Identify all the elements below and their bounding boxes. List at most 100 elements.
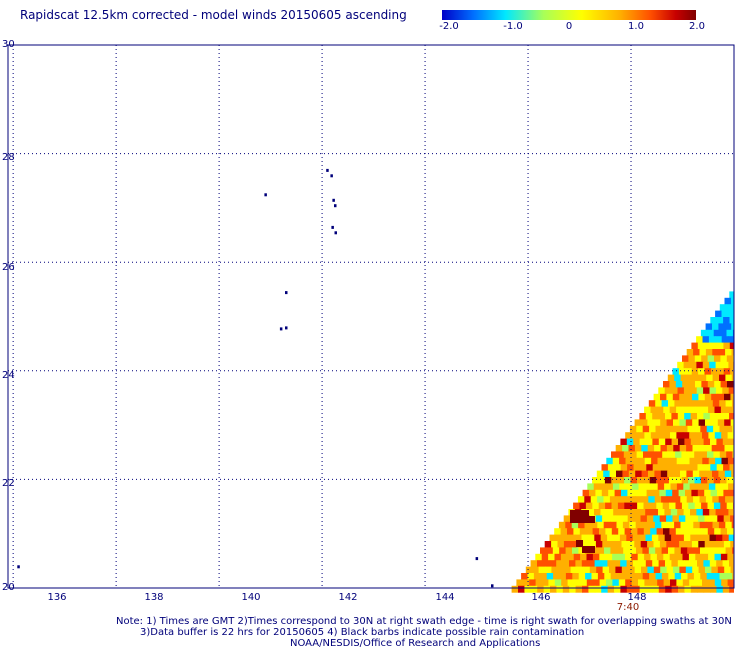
swath-cell <box>712 521 720 529</box>
swath-cell <box>726 477 734 484</box>
swath-cell <box>578 547 586 555</box>
swath-cell <box>633 464 641 472</box>
swath-cell <box>682 406 690 414</box>
swath-cell <box>620 438 628 446</box>
swath-cell <box>555 534 563 542</box>
swath-cell <box>673 445 681 452</box>
swath-cell <box>732 451 734 459</box>
swath-cell <box>521 573 528 580</box>
swath-cell <box>676 579 684 587</box>
swath-cell <box>732 477 734 484</box>
swath-cell <box>656 528 664 536</box>
map-frame <box>7 44 735 589</box>
swath-cell <box>697 413 704 420</box>
swath-cell <box>731 521 734 529</box>
swath-cell <box>660 566 668 574</box>
swath-cell <box>703 387 710 395</box>
swath-cell <box>549 534 557 542</box>
swath-cell <box>639 534 646 542</box>
swath-cell <box>710 585 717 593</box>
swath-cell <box>664 509 672 516</box>
swath-cell <box>643 477 651 484</box>
swath-cell <box>633 438 641 446</box>
swath-cell <box>664 387 672 395</box>
swath-cell <box>696 361 704 369</box>
swath-cell <box>635 470 643 478</box>
swath-cell <box>657 432 665 440</box>
swath-cell <box>661 573 669 580</box>
swath-cell <box>708 432 716 440</box>
swath-cell <box>639 438 647 446</box>
swath-cell <box>586 528 594 536</box>
swath-cell <box>619 509 627 516</box>
swath-cell <box>623 573 631 580</box>
swath-cell <box>632 509 640 516</box>
swath-cell <box>640 489 648 497</box>
swath-cell <box>562 534 570 542</box>
swath-cell <box>542 579 549 587</box>
swath-cell <box>599 579 607 587</box>
swath-cell <box>685 566 693 574</box>
swath-cell <box>660 419 668 427</box>
swath-cell <box>640 515 648 523</box>
swath-cell <box>684 438 692 446</box>
swath-cell <box>638 432 645 440</box>
swath-cell <box>600 509 608 516</box>
swath-cell <box>587 483 595 491</box>
lat-tick-20: 20 <box>2 582 15 593</box>
swath-cell <box>720 502 728 510</box>
swath-cell <box>543 560 551 568</box>
swath-cell <box>605 528 613 536</box>
swath-cell <box>649 451 657 459</box>
swath-cell <box>668 451 676 459</box>
swath-cell <box>680 547 688 555</box>
swath-cell <box>576 516 583 523</box>
island <box>285 291 288 295</box>
swath-cell <box>615 566 623 574</box>
swath-cell <box>705 323 713 331</box>
swath-cell <box>689 579 697 587</box>
swath-cell <box>643 528 651 536</box>
swath-cell <box>714 406 722 414</box>
swath-cell <box>710 317 718 324</box>
map-title: Rapidscat 12.5km corrected - model winds… <box>20 8 407 22</box>
swath-cell <box>712 374 720 382</box>
swath-cell <box>690 534 698 542</box>
swath-cell <box>636 425 644 433</box>
swath-cell <box>646 464 654 472</box>
swath-cell <box>703 464 711 472</box>
swath-cell <box>654 496 662 504</box>
swath-cell <box>713 502 721 510</box>
swath-cell <box>666 541 674 548</box>
swath-cell <box>715 387 723 395</box>
swath-cell <box>705 419 712 427</box>
swath-cell <box>516 579 524 587</box>
swath-cell <box>663 528 670 536</box>
swath-cell <box>658 438 666 446</box>
swath-cell <box>698 368 705 376</box>
swath-cell <box>713 477 721 484</box>
swath-cell <box>704 342 712 350</box>
swath-cell <box>639 464 647 472</box>
swath-cell <box>651 534 659 542</box>
swath-cell <box>701 355 709 363</box>
swath-cell <box>710 438 717 446</box>
swath-cell <box>651 483 659 491</box>
swath-cell <box>718 349 726 356</box>
swath-cell <box>594 534 602 542</box>
swath-cell <box>598 477 606 484</box>
swath-cell <box>668 400 675 408</box>
swath-cell <box>577 566 584 574</box>
swath-cell <box>624 528 632 536</box>
swath-cell <box>681 502 689 510</box>
swath-cell <box>629 496 636 504</box>
swath-cell <box>612 553 619 561</box>
swath-cell <box>664 534 672 542</box>
swath-cell <box>679 393 687 401</box>
swath-cell <box>622 445 629 452</box>
swath-cell <box>700 477 708 484</box>
swath-cell <box>705 470 713 478</box>
swath-cell <box>727 553 734 561</box>
swath-cell <box>697 489 705 497</box>
swath-cell <box>564 566 572 574</box>
